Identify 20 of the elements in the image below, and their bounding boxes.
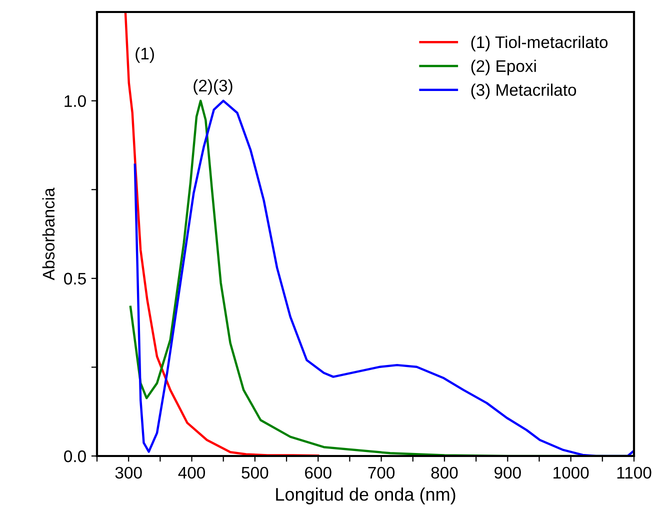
line-series bbox=[124, 12, 320, 456]
x-tick-label: 600 bbox=[305, 466, 332, 479]
x-tick-label: 1100 bbox=[617, 466, 652, 479]
x-tick-label: 900 bbox=[494, 466, 521, 479]
x-tick-label: 800 bbox=[431, 466, 458, 479]
annotation: (1) bbox=[136, 47, 154, 63]
x-tick-label: 500 bbox=[242, 466, 268, 479]
x-axis-title: Longitud de onda (nm) bbox=[276, 488, 456, 504]
legend-label: (3) Metacrilato bbox=[471, 84, 576, 100]
annotation: (2)(3) bbox=[194, 79, 232, 95]
y-tick-label: 0.5 bbox=[64, 272, 86, 285]
x-tick-label: 300 bbox=[115, 466, 142, 479]
y-tick-label: 0.0 bbox=[64, 450, 86, 462]
legend-label: (2) Epoxi bbox=[471, 60, 536, 76]
x-tick-label: 700 bbox=[368, 466, 395, 479]
legend-label: (1) Tiol-metacrilato bbox=[471, 36, 608, 52]
y-axis-title: Absorbancia bbox=[42, 188, 55, 280]
y-tick-label: 1.0 bbox=[64, 95, 86, 108]
x-tick-label: 1000 bbox=[554, 466, 589, 479]
x-tick-label: 400 bbox=[178, 466, 206, 479]
